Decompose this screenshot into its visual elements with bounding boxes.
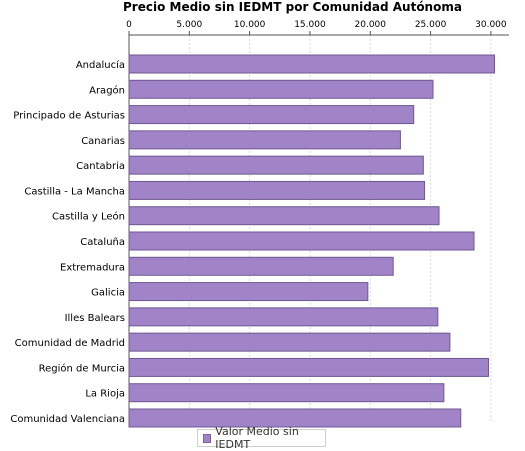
- y-tick-label: Castilla y León: [52, 211, 125, 223]
- x-tick-label: 25.000: [415, 20, 447, 30]
- chart-title: Precio Medio sin IEDMT por Comunidad Aut…: [123, 0, 462, 14]
- bar: [128, 332, 451, 352]
- bar: [128, 383, 445, 403]
- legend-label: Valor Medio sin IEDMT: [215, 425, 299, 451]
- legend-swatch: [203, 433, 212, 443]
- y-tick-label: Comunidad de Madrid: [15, 338, 125, 349]
- bar: [128, 408, 462, 428]
- y-tick-label: Canarias: [81, 136, 125, 147]
- bar: [128, 79, 434, 99]
- bar: [128, 105, 415, 125]
- y-tick-label: Extremadura: [60, 262, 125, 273]
- legend: Valor Medio sin IEDMT: [197, 425, 326, 451]
- y-tick-label: Castilla - La Mancha: [24, 186, 125, 197]
- y-tick-label: Illes Balears: [65, 313, 125, 324]
- y-tick-label: Cataluña: [80, 237, 125, 248]
- bar: [128, 307, 439, 327]
- y-tick-label: Región de Murcia: [39, 362, 125, 374]
- y-tick-label: Galicia: [91, 288, 125, 299]
- x-tick-label: 20.000: [355, 20, 387, 30]
- bar: [128, 54, 496, 74]
- bar: [128, 155, 424, 175]
- x-tick-label: 5.000: [176, 20, 202, 30]
- bar: [128, 206, 440, 226]
- y-tick-label: Principado de Asturias: [13, 111, 125, 122]
- bar: [128, 180, 426, 200]
- bar: [128, 231, 475, 251]
- bar: [128, 130, 401, 150]
- x-tick-label: 0: [126, 20, 132, 30]
- y-tick-label: La Rioja: [85, 389, 125, 400]
- bar: [128, 256, 394, 276]
- y-tick-label: Andalucía: [76, 59, 125, 71]
- y-tick-label: Cantabria: [76, 161, 125, 172]
- bar: [128, 282, 369, 302]
- y-tick-label: Comunidad Valenciana: [10, 414, 125, 425]
- x-tick-label: 10.000: [234, 20, 266, 30]
- bar: [128, 357, 489, 377]
- x-tick-label: 30.000: [475, 20, 507, 30]
- x-tick-label: 15.000: [294, 20, 326, 30]
- y-tick-label: Aragón: [89, 84, 125, 96]
